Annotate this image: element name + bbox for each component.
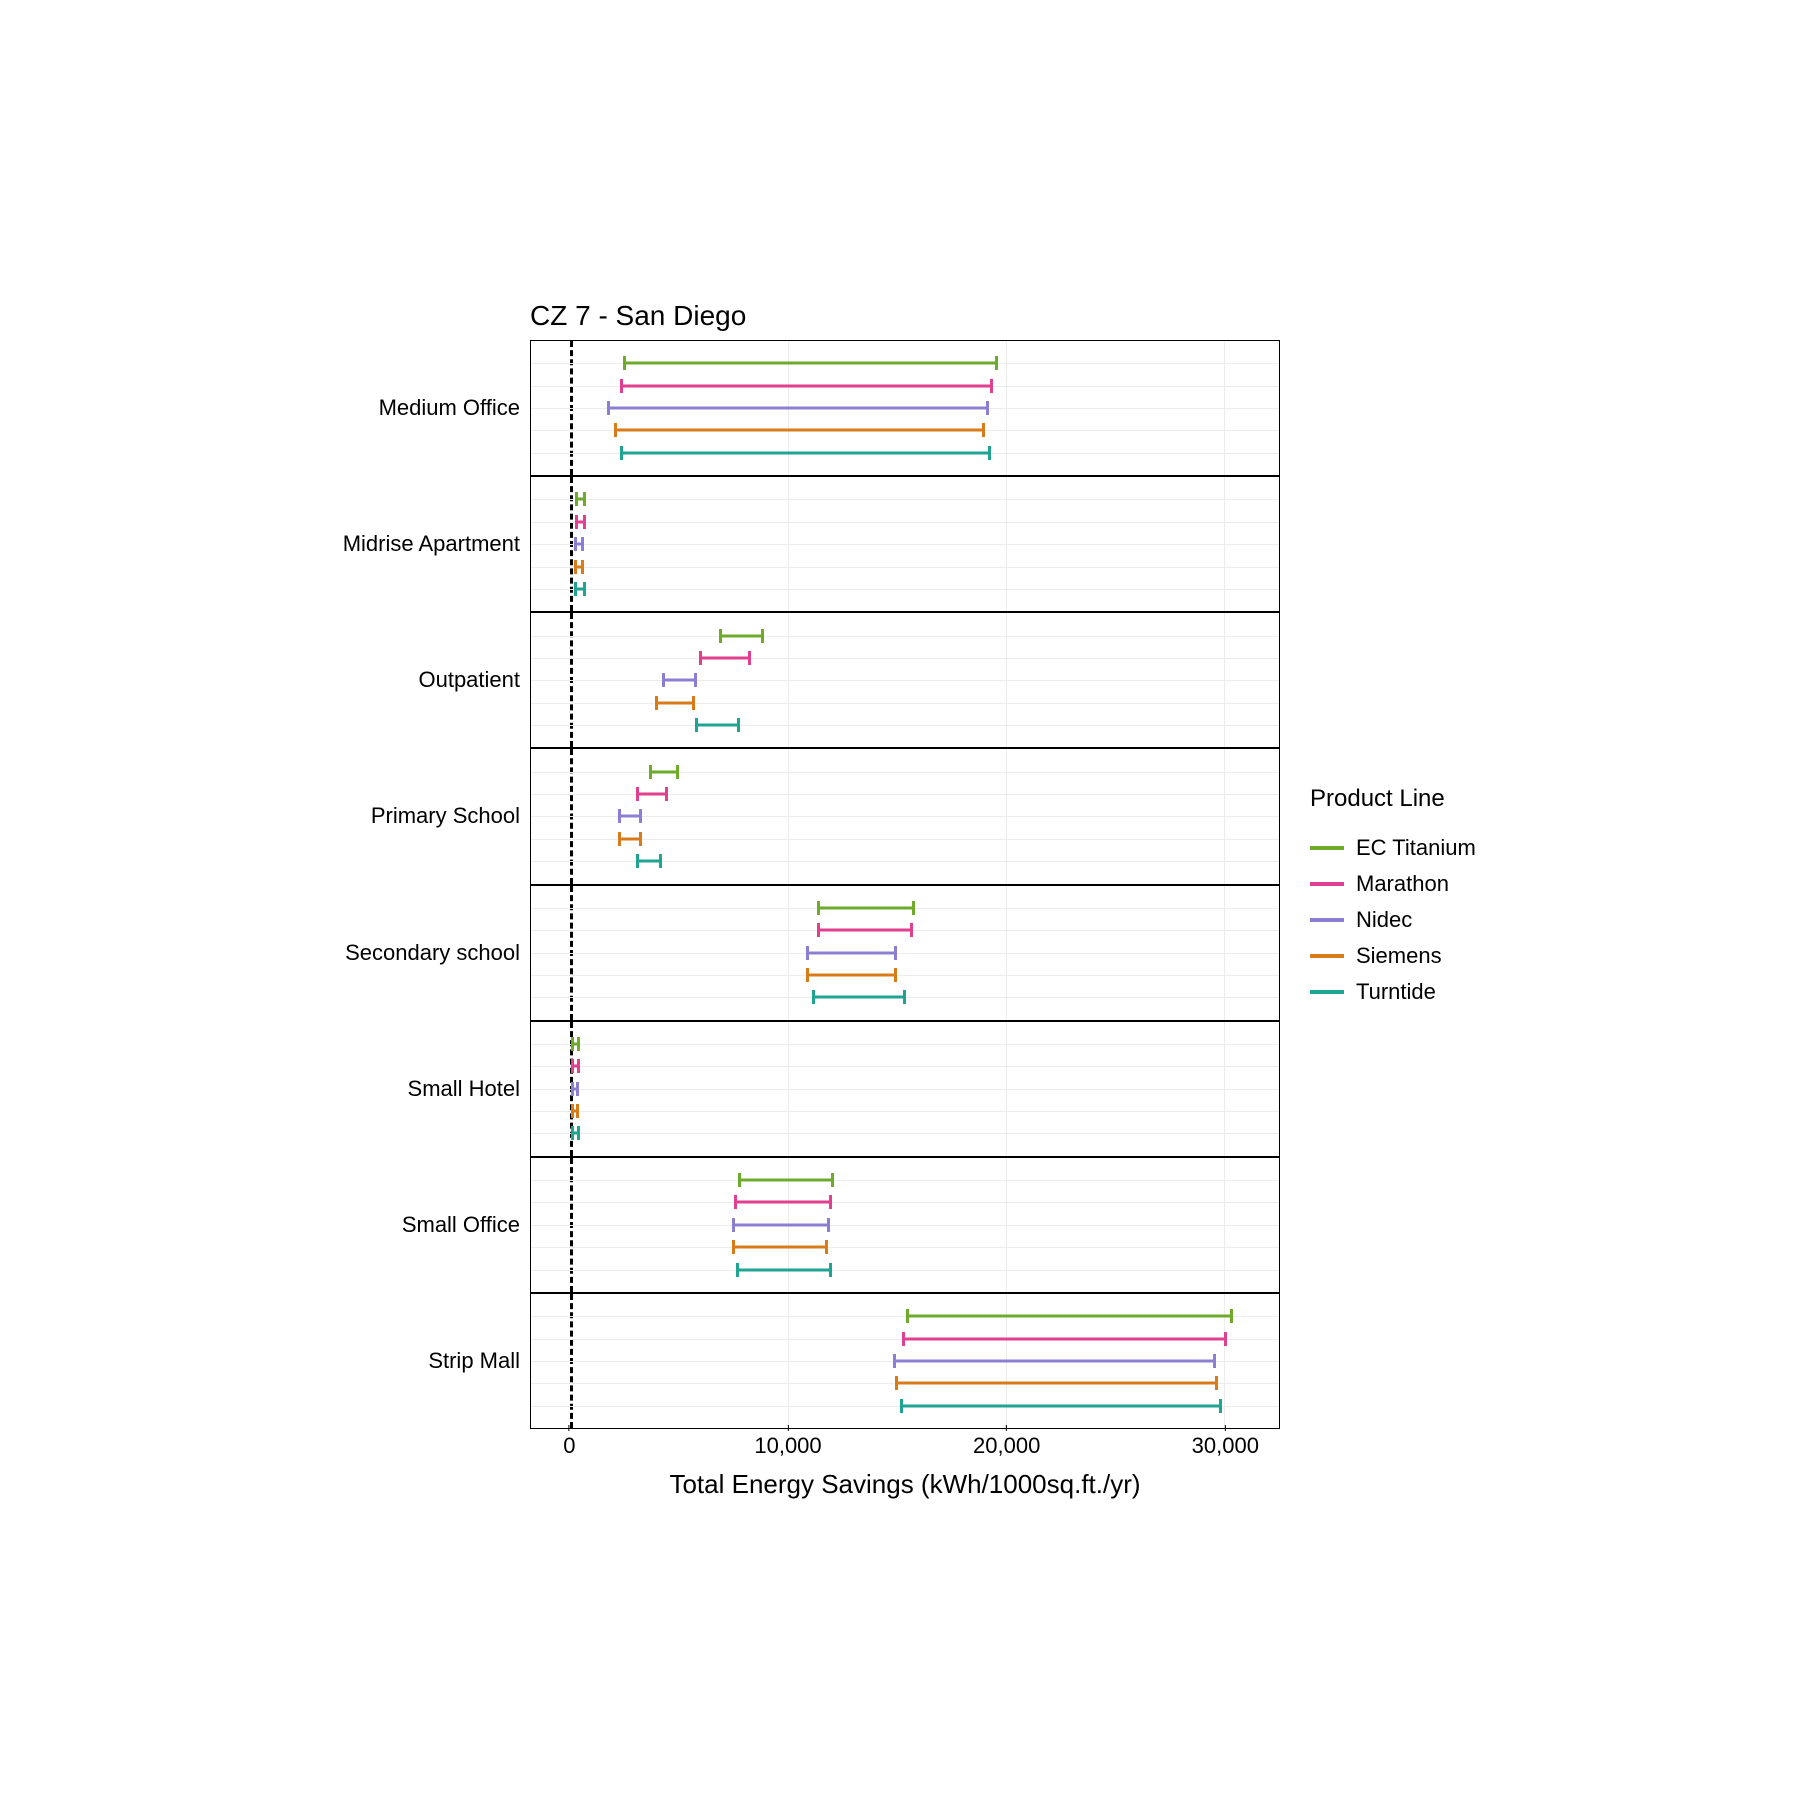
legend-swatch (1310, 918, 1344, 922)
x-tick-label: 10,000 (754, 1433, 821, 1459)
range-bar (618, 809, 642, 823)
range-bar (900, 1399, 1223, 1413)
facet-label: Midrise Apartment (300, 476, 530, 612)
range-bar (607, 401, 989, 415)
range-bar (571, 1082, 580, 1096)
range-bar (719, 629, 765, 643)
facet-plot (530, 885, 1280, 1021)
facet-panel: Midrise Apartment (300, 476, 1280, 612)
facet-label: Secondary school (300, 885, 530, 1021)
range-bar (738, 1173, 834, 1187)
range-bar (695, 718, 741, 732)
range-bar (893, 1354, 1216, 1368)
legend-item: Siemens (1310, 943, 1500, 969)
range-bar (812, 990, 906, 1004)
legend-title: Product Line (1310, 785, 1500, 813)
range-bar (571, 1037, 580, 1051)
facet-plot (530, 1021, 1280, 1157)
facet-label: Strip Mall (300, 1293, 530, 1429)
chart-title: CZ 7 - San Diego (530, 300, 1280, 332)
range-bar (571, 1126, 580, 1140)
facet-panel: Primary School (300, 748, 1280, 884)
range-bar (574, 582, 586, 596)
legend-item: EC Titanium (1310, 835, 1500, 861)
facet-panel: Outpatient (300, 612, 1280, 748)
x-axis: 0 10,000 20,000 30,000 (300, 1433, 1280, 1463)
range-bar (817, 923, 913, 937)
range-bar (734, 1195, 832, 1209)
range-bar (574, 537, 585, 551)
facet-label: Small Office (300, 1157, 530, 1293)
range-bar (806, 946, 898, 960)
legend-item: Marathon (1310, 871, 1500, 897)
facet-panel: Secondary school (300, 885, 1280, 1021)
legend-item: Nidec (1310, 907, 1500, 933)
legend-swatch (1310, 954, 1344, 958)
chart-column: CZ 7 - San Diego Medium OfficeMidrise Ap… (300, 300, 1280, 1500)
legend-label: Turntide (1356, 979, 1436, 1005)
legend-item: Turntide (1310, 979, 1500, 1005)
range-bar (636, 787, 669, 801)
x-tick-label: 0 (563, 1433, 575, 1459)
range-bar (699, 651, 751, 665)
range-bar (906, 1309, 1233, 1323)
facet-plot (530, 1157, 1280, 1293)
legend-label: Nidec (1356, 907, 1412, 933)
range-bar (574, 560, 585, 574)
legend-swatch (1310, 990, 1344, 994)
legend-label: Marathon (1356, 871, 1449, 897)
range-bar (736, 1263, 832, 1277)
range-bar (618, 832, 642, 846)
range-bar (655, 696, 694, 710)
facet-panel: Small Hotel (300, 1021, 1280, 1157)
legend-label: Siemens (1356, 943, 1442, 969)
facet-plot (530, 476, 1280, 612)
range-bar (806, 968, 898, 982)
range-bar (623, 356, 998, 370)
range-bar (620, 379, 993, 393)
range-bar (575, 492, 586, 506)
facet-plot (530, 612, 1280, 748)
range-bar (571, 1059, 580, 1073)
range-bar (636, 854, 662, 868)
x-ticks: 0 10,000 20,000 30,000 (530, 1433, 1280, 1463)
range-bar (620, 446, 991, 460)
legend-swatch (1310, 882, 1344, 886)
range-bar (649, 765, 680, 779)
facet-label: Outpatient (300, 612, 530, 748)
facet-panel: Medium Office (300, 340, 1280, 476)
range-bar (614, 423, 985, 437)
x-tick-label: 30,000 (1192, 1433, 1259, 1459)
facet-label: Small Hotel (300, 1021, 530, 1157)
legend-label: EC Titanium (1356, 835, 1476, 861)
facet-plot (530, 1293, 1280, 1429)
facet-panel: Strip Mall (300, 1293, 1280, 1429)
facet-panel: Small Office (300, 1157, 1280, 1293)
chart-container: CZ 7 - San Diego Medium OfficeMidrise Ap… (300, 300, 1500, 1500)
range-bar (895, 1376, 1218, 1390)
facet-label: Primary School (300, 748, 530, 884)
legend-swatch (1310, 846, 1344, 850)
facet-plot (530, 340, 1280, 476)
facet-panels: Medium OfficeMidrise ApartmentOutpatient… (300, 340, 1280, 1429)
legend-items: EC Titanium Marathon Nidec Siemens Turntide (1310, 825, 1500, 1015)
x-axis-label: Total Energy Savings (kWh/1000sq.ft./yr) (530, 1469, 1280, 1500)
range-bar (732, 1240, 828, 1254)
x-tick-label: 20,000 (973, 1433, 1040, 1459)
range-bar (902, 1332, 1227, 1346)
facet-plot (530, 748, 1280, 884)
range-bar (571, 1104, 580, 1118)
range-bar (732, 1218, 830, 1232)
range-bar (817, 901, 915, 915)
facet-label: Medium Office (300, 340, 530, 476)
range-bar (575, 515, 586, 529)
range-bar (662, 673, 697, 687)
legend: Product Line EC Titanium Marathon Nidec Sie… (1280, 300, 1500, 1500)
